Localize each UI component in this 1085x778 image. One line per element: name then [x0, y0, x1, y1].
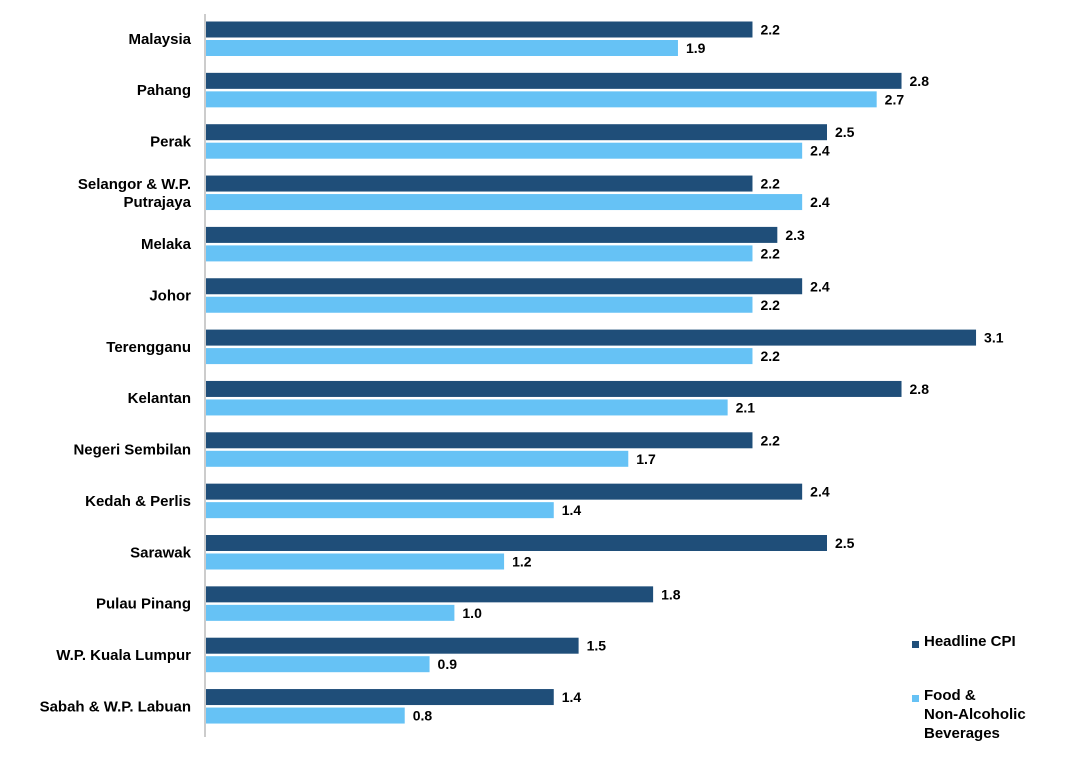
legend: Headline CPI Food & Non-Alcoholic Beverages [912, 633, 1026, 742]
bar-food-non-alcoholic-10 [206, 553, 505, 570]
bar-food-non-alcoholic-6 [206, 348, 753, 365]
category-label-3-line-0: Selangor & W.P. [78, 176, 191, 193]
bar-headline-cpi-1 [206, 72, 902, 89]
category-label-9: Kedah & Perlis [85, 493, 191, 510]
value-label-0-9: 2.4 [810, 484, 830, 500]
value-label-0-5: 2.4 [810, 278, 830, 294]
value-label-0-13: 1.4 [562, 689, 582, 705]
category-label-3-line-1: Putrajaya [123, 194, 191, 211]
value-label-1-1: 2.7 [885, 91, 905, 107]
category-label-5: Johor [149, 288, 191, 305]
category-label-10: Sarawak [130, 544, 192, 561]
legend-label-0: Headline CPI [924, 633, 1016, 650]
value-label-1-10: 1.2 [512, 554, 532, 570]
bar-food-non-alcoholic-11 [206, 604, 455, 621]
value-label-0-4: 2.3 [785, 227, 805, 243]
value-label-0-1: 2.8 [910, 73, 930, 89]
category-label-1: Pahang [137, 82, 191, 99]
value-labels: 2.2 1.9 2.8 2.7 2.5 2.4 2.2 2.4 2.3 2.2 2.4 2.2 3.1 2… [413, 22, 1004, 724]
value-label-1-2: 2.4 [810, 143, 830, 159]
bar-headline-cpi-11 [206, 586, 654, 603]
value-label-1-7: 2.1 [736, 399, 756, 415]
value-label-0-11: 1.8 [661, 586, 681, 602]
value-label-1-0: 1.9 [686, 40, 706, 56]
bar-food-non-alcoholic-13 [206, 707, 405, 724]
category-labels: Malaysia Pahang Perak Selangor & W.P.Putraj… [40, 31, 192, 716]
bar-food-non-alcoholic-0 [206, 40, 678, 56]
bar-headline-cpi-5 [206, 278, 803, 295]
bars-group [206, 21, 977, 724]
category-label-12: W.P. Kuala Lumpur [56, 647, 191, 664]
value-label-0-10: 2.5 [835, 535, 855, 551]
value-label-1-5: 2.2 [760, 297, 780, 313]
value-label-0-0: 2.2 [760, 22, 780, 38]
bar-headline-cpi-10 [206, 535, 827, 551]
bar-headline-cpi-9 [206, 483, 803, 500]
value-label-0-3: 2.2 [760, 176, 780, 192]
category-label-2: Perak [150, 133, 192, 150]
bar-food-non-alcoholic-5 [206, 296, 753, 313]
value-label-1-12: 0.9 [438, 656, 458, 672]
legend-label-1-line-0: Food & [924, 687, 976, 704]
value-label-0-6: 3.1 [984, 330, 1004, 346]
value-label-1-11: 1.0 [462, 605, 482, 621]
category-label-4: Melaka [141, 236, 192, 253]
bar-food-non-alcoholic-8 [206, 450, 629, 467]
category-label-13: Sabah & W.P. Labuan [40, 698, 191, 715]
value-label-0-8: 2.2 [760, 432, 780, 448]
bar-headline-cpi-8 [206, 432, 753, 449]
value-label-1-8: 1.7 [636, 451, 656, 467]
bar-headline-cpi-12 [206, 637, 579, 654]
bar-headline-cpi-13 [206, 689, 554, 706]
bar-food-non-alcoholic-7 [206, 399, 728, 416]
value-label-1-3: 2.4 [810, 194, 830, 210]
bar-food-non-alcoholic-9 [206, 502, 554, 519]
category-label-8: Negeri Sembilan [73, 442, 191, 459]
bar-food-non-alcoholic-4 [206, 245, 753, 262]
bar-headline-cpi-6 [206, 329, 977, 346]
category-label-7: Kelantan [128, 390, 191, 407]
category-label-0: Malaysia [128, 31, 191, 48]
category-label-6: Terengganu [106, 339, 191, 356]
bar-food-non-alcoholic-3 [206, 194, 803, 211]
legend-label-1-line-2: Beverages [924, 725, 1000, 742]
value-label-0-7: 2.8 [910, 381, 930, 397]
bar-headline-cpi-4 [206, 226, 778, 243]
value-label-1-6: 2.2 [760, 348, 780, 364]
bar-food-non-alcoholic-1 [206, 91, 877, 108]
bar-headline-cpi-0 [206, 21, 753, 38]
bar-headline-cpi-7 [206, 380, 902, 397]
value-label-1-4: 2.2 [760, 245, 780, 261]
legend-label-1-line-1: Non-Alcoholic [924, 706, 1026, 723]
value-label-0-12: 1.5 [587, 638, 607, 654]
bar-food-non-alcoholic-12 [206, 656, 430, 673]
bar-food-non-alcoholic-2 [206, 142, 803, 159]
bar-headline-cpi-3 [206, 175, 753, 192]
category-label-11: Pulau Pinang [96, 596, 191, 613]
value-label-1-13: 0.8 [413, 708, 433, 724]
legend-swatch-1 [912, 695, 919, 702]
legend-swatch-0 [912, 641, 919, 648]
bar-headline-cpi-2 [206, 124, 827, 141]
value-label-0-2: 2.5 [835, 124, 855, 140]
value-label-1-9: 1.4 [562, 502, 582, 518]
